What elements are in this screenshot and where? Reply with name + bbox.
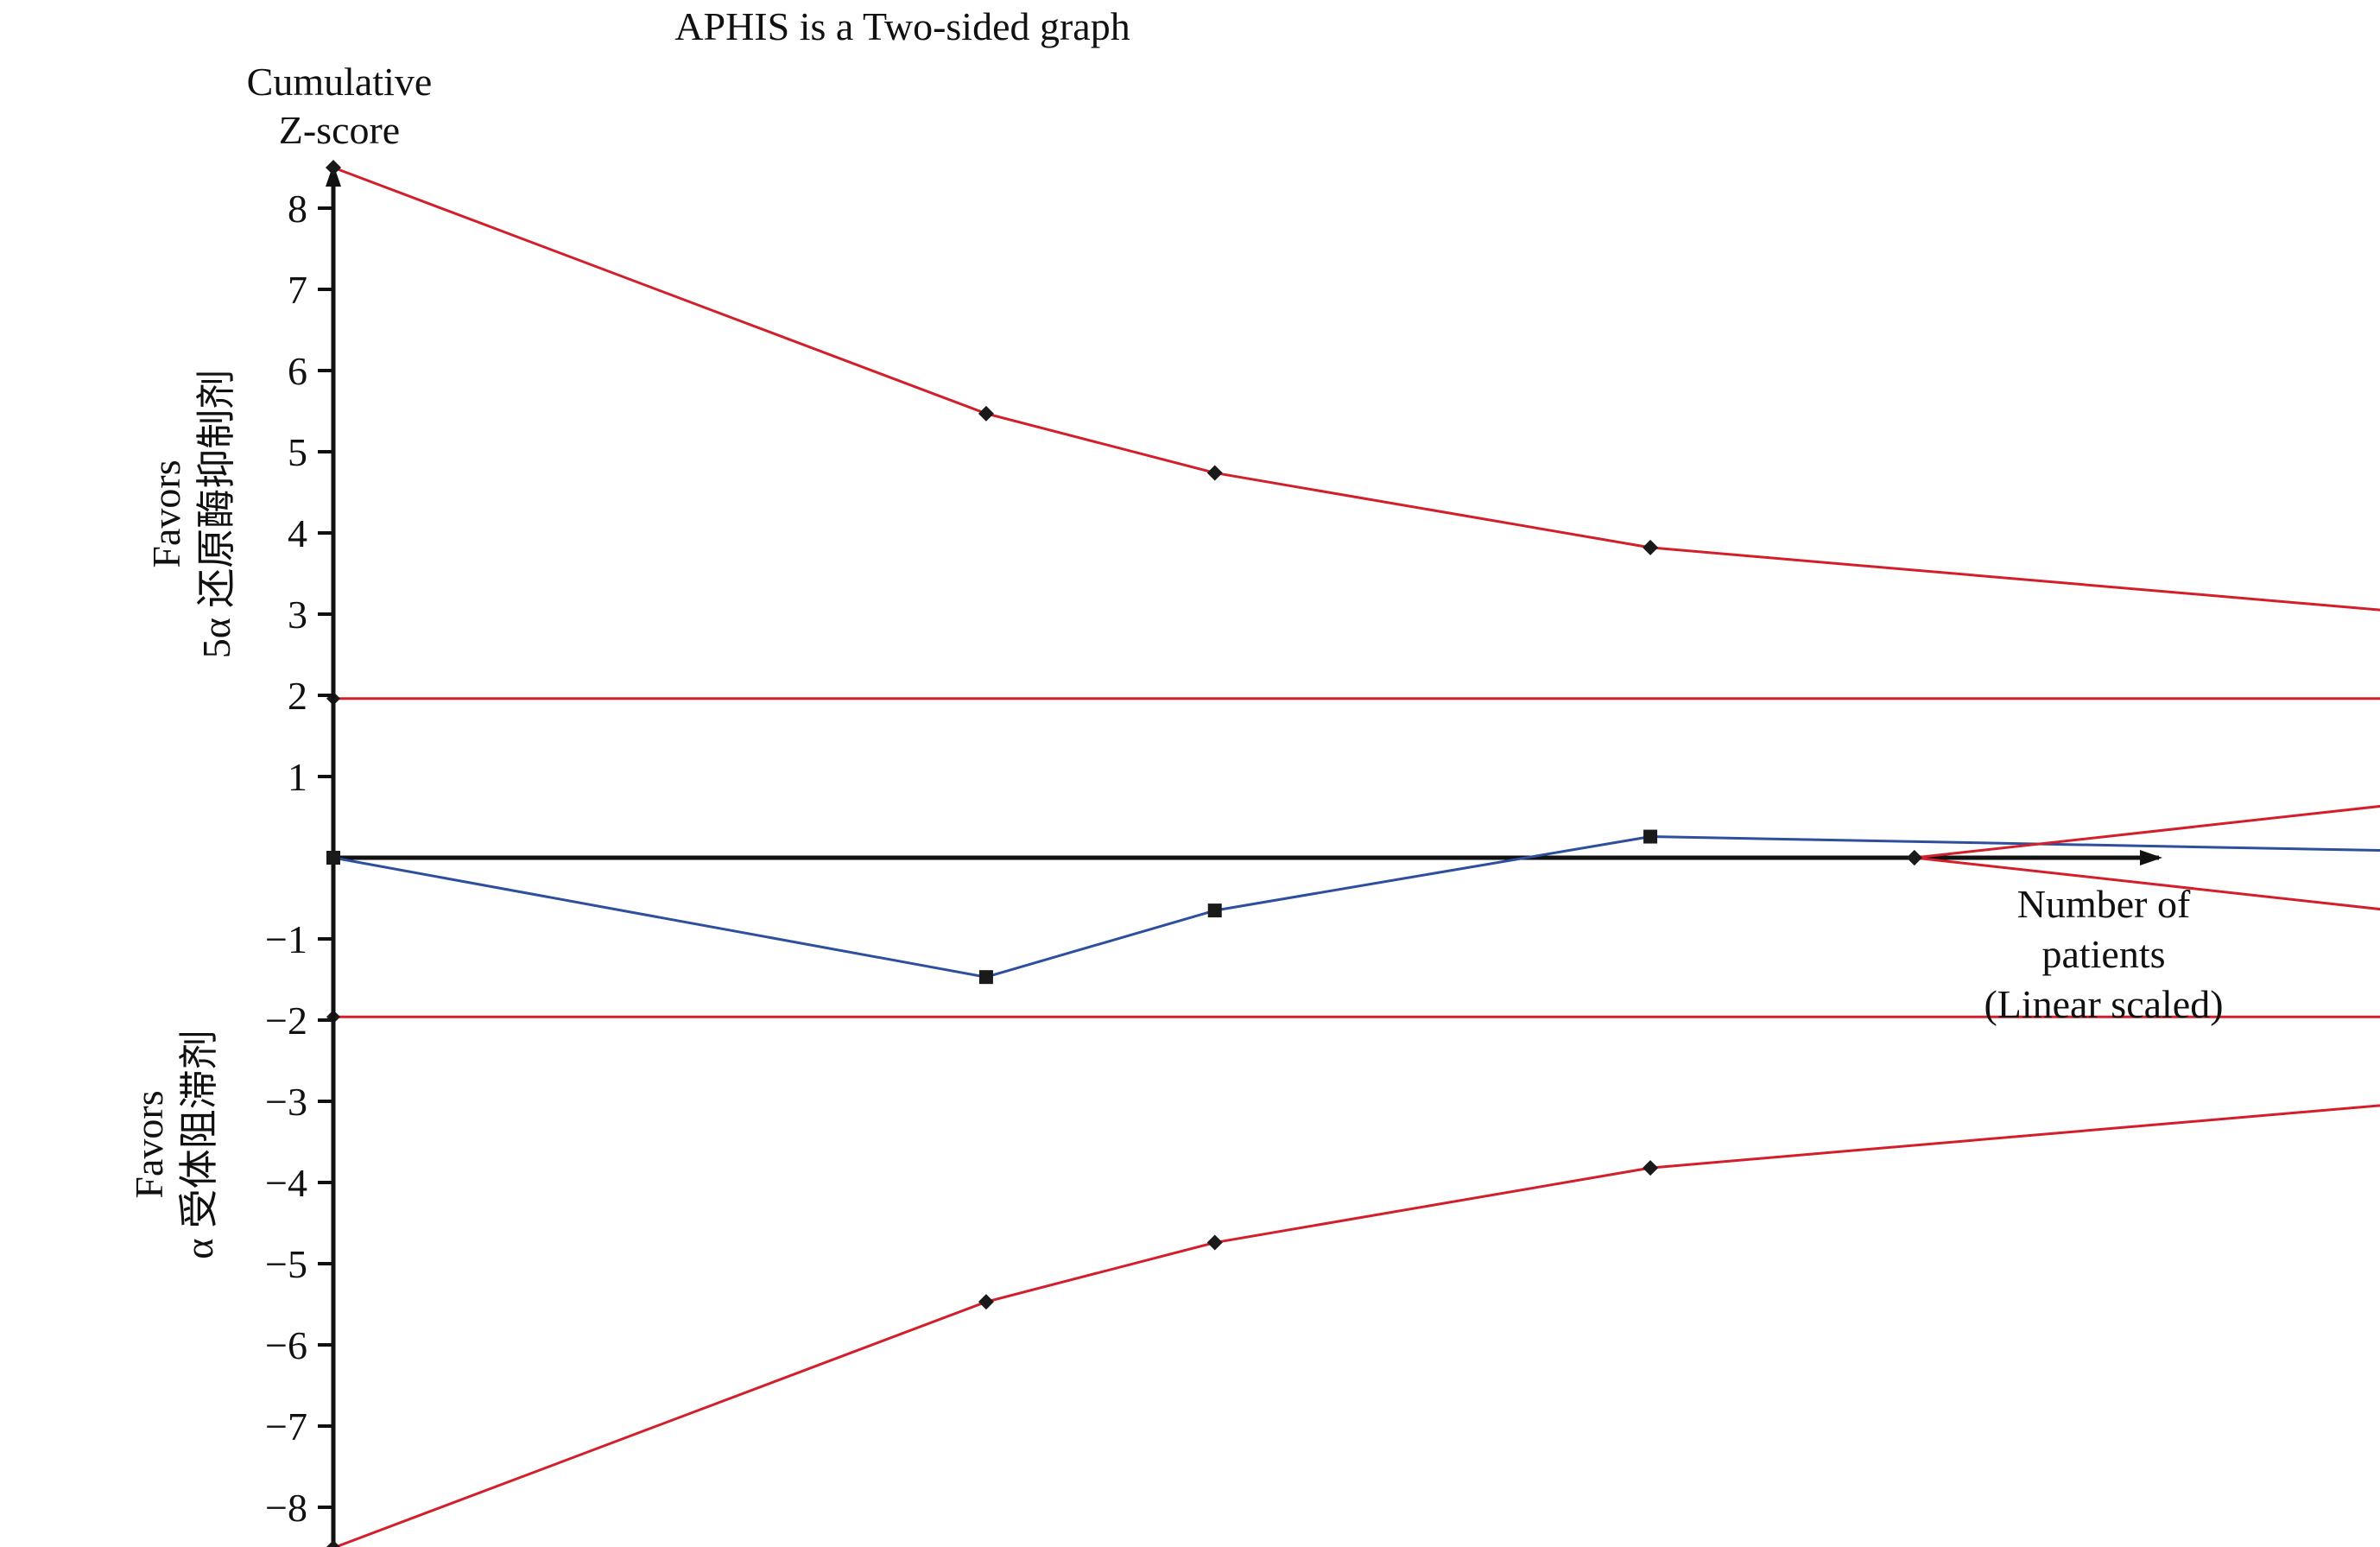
axes [318,164,2162,1547]
favor-lower-label-line: α 受体阻滞剂 [177,1030,221,1259]
boundary-point [1643,540,1658,555]
x-axis-label-line: patients [2041,932,2165,976]
favor-lower-label: Favors α 受体阻滞剂 [127,1030,221,1259]
boundary-point [978,1294,994,1309]
y-tick-label: −5 [265,1242,307,1286]
y-axis-label-line: Z-score [279,108,400,152]
favor-upper-label-line: 5α 还原酶抑制剂 [194,370,238,659]
boundary-point [978,406,994,422]
boundary-series-line [1915,689,2380,858]
favor-upper-label: Favors 5α 还原酶抑制剂 [144,370,238,659]
x-axis-label-line: Number of [2017,882,2191,926]
x-axis-arrow [2140,850,2162,865]
y-tick-label: 7 [288,268,307,312]
boundary-point [1643,1160,1658,1176]
z-curve-point [979,970,993,984]
y-tick-label: −8 [265,1486,307,1530]
favor-upper-label-line: Favors [144,460,188,567]
y-tick-label: 3 [288,593,307,637]
boundary-series-line [333,1039,2380,1547]
boundary-point [1207,465,1223,480]
z-curve-point [1208,903,1222,917]
y-tick-label: −7 [265,1404,307,1449]
y-tick-label: 1 [288,755,307,799]
boundary-point [326,1540,341,1547]
y-tick-label: −2 [265,999,307,1043]
y-tick-label: −4 [265,1161,307,1205]
boundary-point [1207,1235,1223,1251]
z-curve-point [1643,830,1657,844]
y-tick-label: 8 [288,187,307,231]
boundary-series-line [333,168,2380,676]
favor-lower-label-line: Favors [127,1090,171,1198]
y-axis-label-line: Cumulative [247,60,433,104]
series-layer [326,160,2380,1547]
y-tick-label: 6 [288,349,307,393]
y-tick-label: −3 [265,1080,307,1124]
boundary-point [326,160,341,175]
boundary-point [1907,850,1922,865]
y-tick-label: 2 [288,674,307,718]
y-tick-label: −1 [265,917,307,961]
x-axis-label-line: (Linear scaled) [1984,982,2223,1026]
chart-title: APHIS is a Two-sided graph [674,4,1130,48]
z-curve-point [326,851,340,865]
y-tick-label: 4 [288,511,307,555]
y-tick-label: 5 [288,430,307,474]
y-tick-label: −6 [265,1323,307,1367]
